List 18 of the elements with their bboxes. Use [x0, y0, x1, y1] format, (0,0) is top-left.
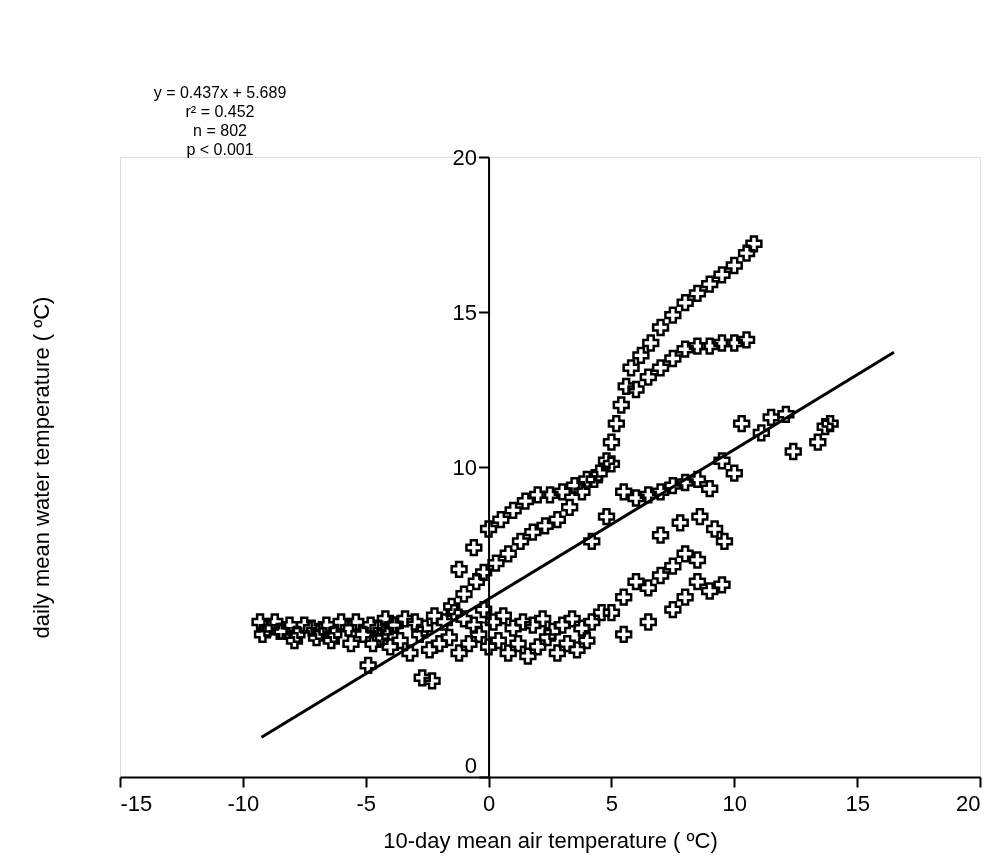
x-tick-label: -10 — [227, 790, 260, 816]
x-axis-title: 10-day mean air temperature ( ºC) — [383, 827, 718, 853]
x-tick-label: 0 — [482, 790, 496, 816]
y-tick-label: 0 — [464, 752, 478, 778]
x-tick-label: -15 — [120, 790, 153, 816]
x-tick-label: 15 — [845, 790, 870, 816]
y-axis-title: daily mean water temperature ( ºC) — [29, 296, 55, 639]
text: n = 802 — [193, 122, 248, 139]
x-tick-label: 10 — [722, 790, 748, 816]
x-tick-label: 20 — [956, 790, 981, 816]
x-tick-label: -5 — [356, 790, 376, 816]
y-tick-label: 20 — [452, 144, 478, 170]
text: y = 0.437x + 5.689 — [153, 84, 287, 101]
x-tick-label: 5 — [605, 790, 619, 816]
text: r² = 0.452 — [185, 103, 255, 120]
annotation: p < 0.001 — [186, 141, 254, 158]
y-tick-label: 10 — [452, 454, 478, 480]
y-tick-label: 15 — [452, 299, 478, 325]
